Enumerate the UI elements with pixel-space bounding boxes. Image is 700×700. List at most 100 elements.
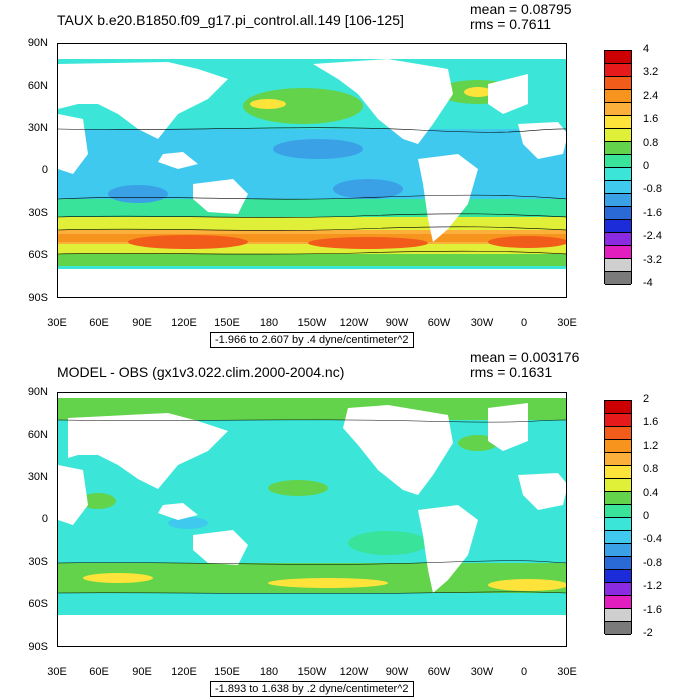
colorbar-swatch — [605, 220, 631, 233]
colorbar-label: -0.8 — [643, 183, 662, 196]
colorbar-swatch — [605, 583, 631, 596]
lon-label: 30E — [557, 666, 577, 678]
colorbar — [604, 400, 632, 635]
colorbar-swatch — [605, 168, 631, 181]
taux-panel: TAUX b.e20.B1850.f09_g17.pi_control.all.… — [27, 1, 662, 348]
colorbar-swatch — [605, 207, 631, 220]
colorbar-label: 3.2 — [643, 66, 659, 79]
lon-label: 30E — [47, 317, 67, 329]
colorbar-swatch — [605, 622, 631, 635]
colorbar-swatch — [605, 155, 631, 168]
colorbar-swatch — [605, 440, 631, 453]
colorbar-swatch — [605, 103, 631, 116]
lon-label: 120W — [339, 666, 369, 678]
lat-label-30s: 30S — [28, 556, 48, 568]
colorbar — [604, 50, 632, 285]
colorbar-label: 1.2 — [643, 439, 659, 452]
lat-label-60n: 60N — [27, 80, 48, 92]
colorbar-swatch — [605, 479, 631, 492]
colorbar-swatch — [605, 181, 631, 194]
lat-label-60s: 60S — [28, 598, 48, 610]
colorbar-swatch — [605, 246, 631, 259]
colorbar-swatch — [605, 90, 631, 103]
lat-label-90s: 90S — [28, 292, 48, 304]
colorbar-swatch — [605, 544, 631, 557]
lon-label: 30W — [470, 317, 494, 329]
lon-label: 60E — [89, 666, 109, 678]
colorbar-swatch — [605, 194, 631, 207]
lon-label: 90E — [132, 317, 152, 329]
colorbar-label: 2.4 — [643, 89, 659, 102]
colorbar-swatch — [605, 505, 631, 518]
model-obs-panel: MODEL - OBS (gx1v3.022.clim.2000-2004.nc… — [0, 350, 700, 700]
lon-label: 30E — [47, 666, 67, 678]
colorbar-label: -1.6 — [643, 603, 662, 616]
colorbar-swatch — [605, 557, 631, 570]
lat-label-60s: 60S — [28, 249, 48, 261]
lat-label-30s: 30S — [28, 207, 48, 219]
colorbar-swatch — [605, 492, 631, 505]
lon-label: 120E — [171, 666, 197, 678]
colorbar-swatch — [605, 453, 631, 466]
lon-label: 150W — [297, 666, 327, 678]
lon-label: 60W — [427, 317, 451, 329]
colorbar-label: -2 — [643, 627, 653, 639]
lat-label-90s: 90S — [28, 641, 48, 653]
model-obs-map-svg — [58, 393, 566, 646]
colorbar-swatch — [605, 259, 631, 272]
lat-label-30n: 30N — [27, 122, 48, 134]
lon-label: 30E — [557, 317, 577, 329]
colorbar-label: -0.8 — [643, 556, 662, 569]
colorbar-swatch — [605, 609, 631, 622]
mean-stat: mean = 0.08795 — [470, 1, 572, 17]
lat-label-90n: 90N — [27, 386, 48, 398]
lon-label: 120W — [339, 317, 369, 329]
taux-map-svg — [58, 44, 566, 297]
lon-label: 150W — [297, 317, 327, 329]
colorbar-label: -3.2 — [643, 253, 662, 266]
colorbar-label: 0.8 — [643, 136, 659, 149]
mean-stat: mean = 0.003176 — [470, 349, 580, 365]
lat-label-60n: 60N — [27, 429, 48, 441]
panel-title: TAUX b.e20.B1850.f09_g17.pi_control.all.… — [57, 12, 404, 28]
lat-label-0: 0 — [41, 164, 48, 176]
lon-label: 0 — [520, 317, 528, 329]
rms-stat: rms = 0.1631 — [470, 364, 553, 380]
colorbar-label: 1.6 — [643, 416, 659, 429]
colorbar-label: -4 — [643, 277, 653, 289]
colorbar-swatch — [605, 466, 631, 479]
lon-label: 90W — [385, 317, 409, 329]
colorbar-label: 0 — [643, 510, 650, 522]
colorbar-swatch — [605, 129, 631, 142]
range-label: -1.966 to 2.607 by .4 dyne/centimeter^2 — [210, 332, 414, 348]
colorbar-swatch — [605, 233, 631, 246]
lon-label: 90E — [132, 666, 152, 678]
colorbar-label: -1.6 — [643, 206, 662, 219]
taux-map — [57, 43, 567, 298]
lon-label: 60W — [427, 666, 451, 678]
lon-label: 0 — [520, 666, 528, 678]
rms-stat: rms = 0.7611 — [470, 16, 552, 32]
colorbar-label: 0.4 — [643, 486, 659, 499]
colorbar-swatch — [605, 518, 631, 531]
colorbar-label: -1.2 — [643, 580, 662, 593]
colorbar-swatch — [605, 116, 631, 129]
lon-label: 60E — [89, 317, 109, 329]
lon-label: 120E — [171, 317, 197, 329]
lon-label: 180 — [259, 317, 279, 329]
model-obs-map — [57, 392, 567, 647]
colorbar-swatch — [605, 77, 631, 90]
colorbar-label: 4 — [643, 43, 650, 55]
colorbar-label: 0.8 — [643, 463, 659, 476]
range-label: -1.893 to 1.638 by .2 dyne/centimeter^2 — [210, 681, 414, 697]
lat-label-0: 0 — [41, 513, 48, 525]
colorbar-swatch — [605, 570, 631, 583]
colorbar-swatch — [605, 142, 631, 155]
colorbar-swatch — [605, 272, 631, 285]
lon-label: 150E — [214, 317, 240, 329]
colorbar-swatch — [605, 51, 631, 64]
lat-label-90n: 90N — [27, 37, 48, 49]
panel-title: MODEL - OBS (gx1v3.022.clim.2000-2004.nc… — [57, 364, 345, 380]
colorbar-label: 0 — [643, 160, 650, 172]
colorbar-label: 1.6 — [643, 113, 659, 126]
